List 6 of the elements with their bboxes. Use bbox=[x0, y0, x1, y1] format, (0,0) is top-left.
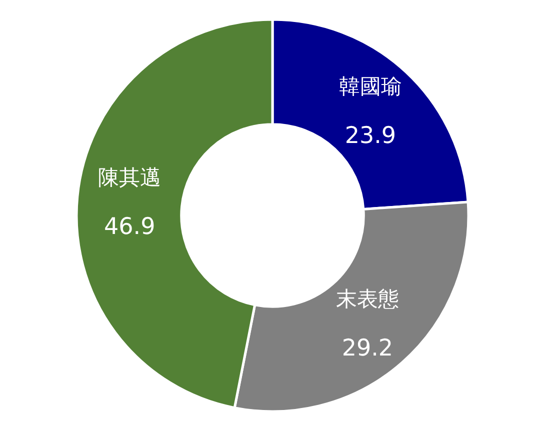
data-label: 29.2 bbox=[342, 336, 394, 362]
slice-label: 末表態 bbox=[336, 287, 399, 312]
data-label: 46.9 bbox=[104, 214, 156, 240]
slice-label: 韓國瑜 bbox=[338, 74, 402, 99]
data-label: 23.9 bbox=[344, 123, 396, 150]
slice-label: 陳其邁 bbox=[98, 166, 162, 190]
